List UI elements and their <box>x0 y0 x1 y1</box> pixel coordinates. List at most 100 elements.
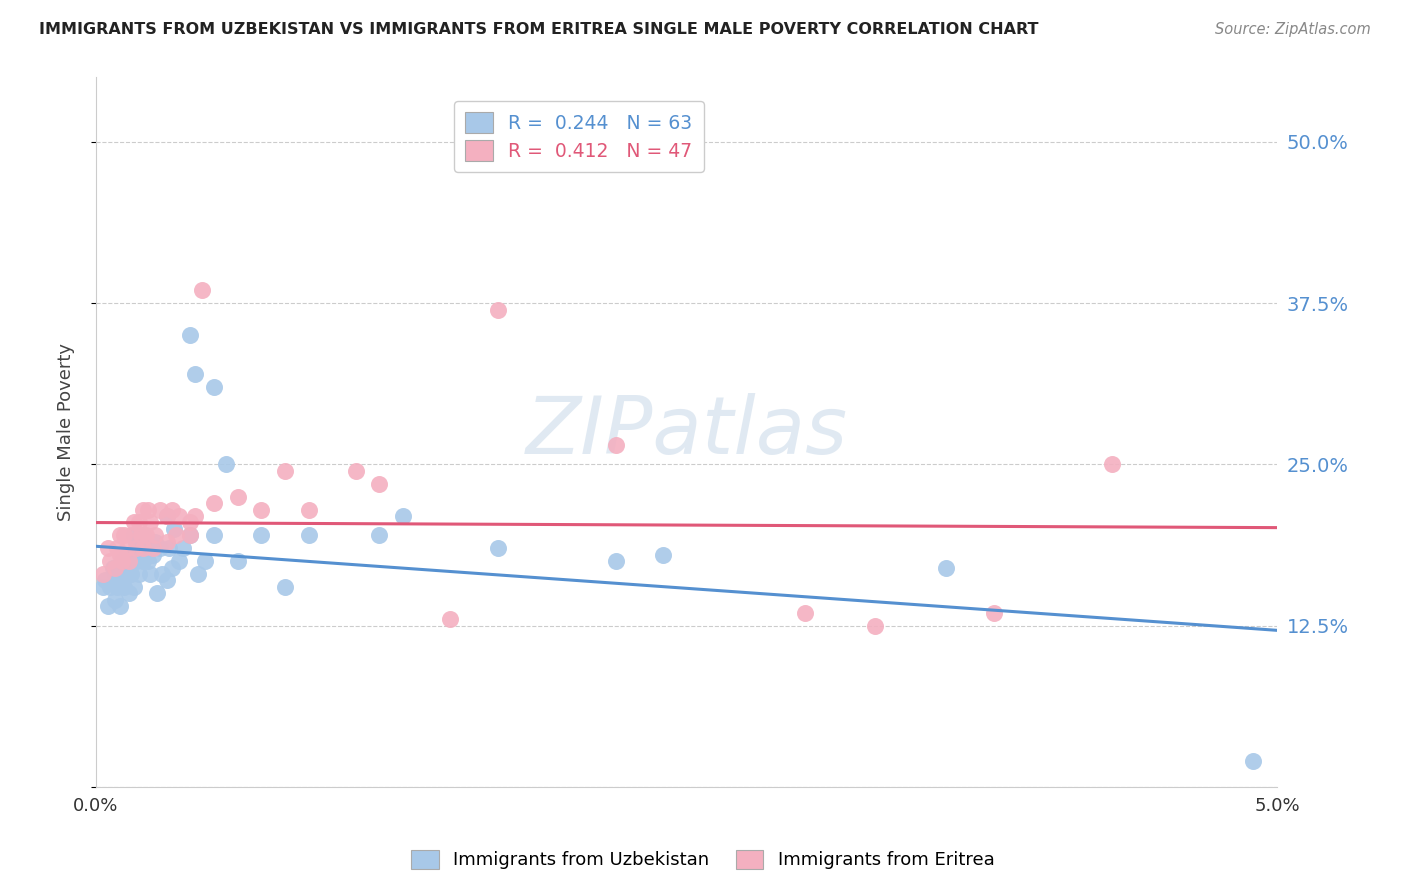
Point <box>344 464 367 478</box>
Point <box>163 522 186 536</box>
Point <box>191 283 214 297</box>
Point <box>156 534 179 549</box>
Point <box>157 541 180 556</box>
Point <box>128 567 150 582</box>
Point <box>132 554 155 568</box>
Point <box>156 574 179 588</box>
Point <box>118 554 141 568</box>
Point <box>122 580 145 594</box>
Point <box>274 464 297 478</box>
Point <box>120 528 142 542</box>
Point <box>935 560 957 574</box>
Point <box>112 567 135 582</box>
Text: ZIPatlas: ZIPatlas <box>526 393 848 471</box>
Point <box>104 592 127 607</box>
Point <box>108 599 131 614</box>
Point <box>115 548 138 562</box>
Point <box>97 541 120 556</box>
Point <box>226 490 249 504</box>
Point <box>167 554 190 568</box>
Point <box>143 528 166 542</box>
Point <box>129 541 152 556</box>
Point <box>215 458 238 472</box>
Point <box>165 528 187 542</box>
Point <box>150 567 173 582</box>
Point <box>143 534 166 549</box>
Point <box>111 554 134 568</box>
Point <box>132 541 155 556</box>
Point <box>115 541 138 556</box>
Point <box>187 567 209 582</box>
Legend: Immigrants from Uzbekistan, Immigrants from Eritrea: Immigrants from Uzbekistan, Immigrants f… <box>402 840 1004 879</box>
Point <box>983 606 1005 620</box>
Point <box>115 567 138 582</box>
Point <box>194 554 217 568</box>
Point <box>108 528 131 542</box>
Point <box>167 508 190 523</box>
Point <box>142 541 165 556</box>
Point <box>112 580 135 594</box>
Point <box>91 580 114 594</box>
Point <box>179 516 201 530</box>
Point <box>135 541 157 556</box>
Point <box>605 438 627 452</box>
Point <box>179 328 201 343</box>
Point <box>605 554 627 568</box>
Point <box>135 528 157 542</box>
Point <box>120 567 142 582</box>
Point <box>125 541 148 556</box>
Point <box>142 548 165 562</box>
Point <box>104 560 127 574</box>
Point <box>108 574 131 588</box>
Point <box>139 516 162 530</box>
Point <box>865 618 887 632</box>
Point <box>160 502 183 516</box>
Point <box>179 528 201 542</box>
Point <box>108 548 131 562</box>
Point <box>111 554 134 568</box>
Point <box>128 516 150 530</box>
Point <box>439 612 461 626</box>
Point <box>104 567 127 582</box>
Point <box>651 548 673 562</box>
Point <box>118 586 141 600</box>
Point <box>112 528 135 542</box>
Point <box>111 574 134 588</box>
Point <box>368 528 391 542</box>
Point <box>1101 458 1123 472</box>
Point <box>202 528 225 542</box>
Point <box>149 502 172 516</box>
Point <box>122 528 145 542</box>
Point <box>136 554 159 568</box>
Point <box>392 508 415 523</box>
Point <box>368 476 391 491</box>
Point <box>156 508 179 523</box>
Point <box>793 606 815 620</box>
Point <box>128 534 150 549</box>
Point <box>101 560 124 574</box>
Point <box>149 541 172 556</box>
Legend: R =  0.244   N = 63, R =  0.412   N = 47: R = 0.244 N = 63, R = 0.412 N = 47 <box>454 101 703 172</box>
Point <box>226 554 249 568</box>
Point <box>94 574 117 588</box>
Point <box>274 580 297 594</box>
Point <box>297 502 319 516</box>
Point <box>297 528 319 542</box>
Text: IMMIGRANTS FROM UZBEKISTAN VS IMMIGRANTS FROM ERITREA SINGLE MALE POVERTY CORREL: IMMIGRANTS FROM UZBEKISTAN VS IMMIGRANTS… <box>39 22 1039 37</box>
Point <box>105 580 128 594</box>
Point <box>91 567 114 582</box>
Point <box>486 541 509 556</box>
Point <box>1241 754 1264 768</box>
Text: Source: ZipAtlas.com: Source: ZipAtlas.com <box>1215 22 1371 37</box>
Point <box>125 534 148 549</box>
Point <box>250 502 273 516</box>
Point <box>120 548 142 562</box>
Point <box>98 554 121 568</box>
Point <box>184 367 207 381</box>
Y-axis label: Single Male Poverty: Single Male Poverty <box>58 343 75 521</box>
Point <box>129 528 152 542</box>
Point <box>202 380 225 394</box>
Point <box>202 496 225 510</box>
Point <box>98 580 121 594</box>
Point <box>486 302 509 317</box>
